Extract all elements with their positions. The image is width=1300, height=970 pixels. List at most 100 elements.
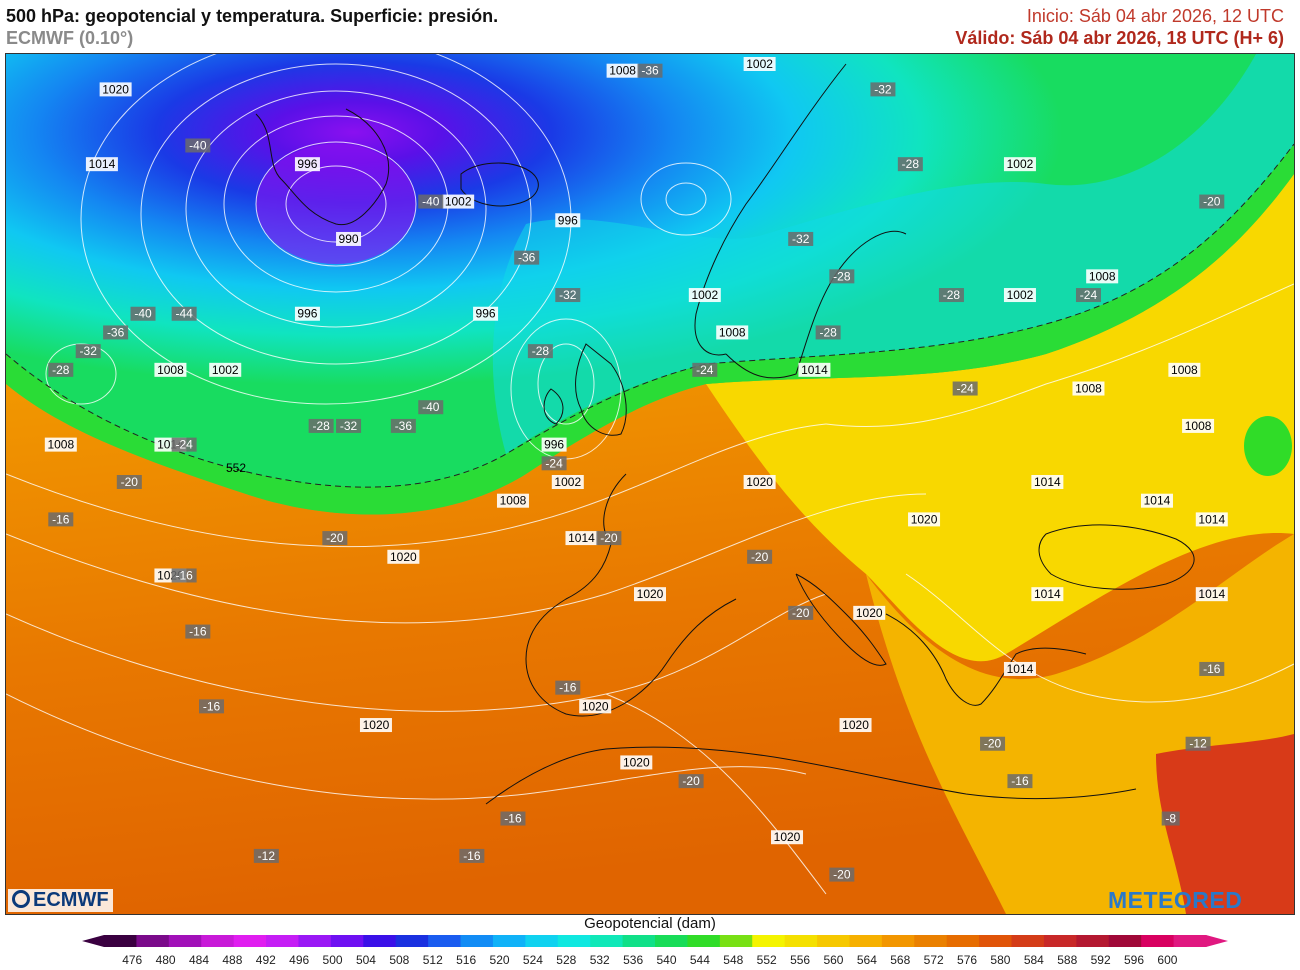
iceland-coast [460, 162, 539, 207]
pressure-label-box [541, 437, 567, 452]
temperature-label: -16 [459, 848, 485, 863]
temperature-label: -24 [541, 456, 567, 471]
temperature-label: -40 [185, 138, 211, 153]
temperature-label-box [116, 475, 142, 489]
temperature-label-box [171, 568, 197, 583]
pressure-label: 990 [336, 231, 362, 246]
temperature-label: -24 [171, 437, 197, 452]
temperature-label-text: -20 [751, 550, 769, 564]
pressure-label-text: 1020 [911, 512, 938, 526]
north-africa-coast [485, 746, 1137, 805]
pressure-label-text: 1014 [1198, 512, 1225, 526]
pressure-label-box [294, 306, 320, 321]
colorbar-tick-label: 476 [122, 953, 142, 967]
pressure-label: 1008 [154, 362, 187, 377]
temperature-label-text: -16 [189, 625, 207, 639]
colorbar-tick-label: 536 [623, 953, 643, 967]
colorbar-tick-label: 584 [1024, 953, 1044, 967]
pressure-label-text: 1020 [582, 699, 609, 713]
temperature-label-text: -32 [559, 288, 577, 302]
colorbar-tick-label: 564 [857, 953, 877, 967]
contour-552: 552 [6, 143, 1294, 488]
pressure-label: 1002 [1003, 157, 1036, 172]
colorbar-swatch [719, 935, 753, 947]
temperature-label: -16 [555, 680, 581, 695]
temperature-labels: -40-40-36-32-28-20-36-32-32-28-28 -24-28-… [48, 63, 1225, 882]
pressure-label: 1002 [209, 362, 242, 377]
cyan-belt [492, 54, 1294, 454]
pressure-label: 1020 [839, 718, 872, 733]
colorbar-tick-label: 520 [490, 953, 510, 967]
temperature-label: -28 [48, 362, 74, 377]
pressure-label-text: 1008 [1185, 419, 1212, 433]
black-sea-coast [1038, 524, 1195, 590]
colorbar-tick-label: 496 [289, 953, 309, 967]
weather-map[interactable]: 552 1020 1014 996 990 996 1002 1008 1014 1008 100… [5, 53, 1295, 915]
pressure-label: 1014 [85, 157, 118, 172]
colorbar-left-arrow [82, 935, 104, 947]
pressure-label-text: 1020 [102, 82, 129, 96]
temperature-label-box [870, 82, 896, 97]
temperature-label-text: -24 [1080, 288, 1098, 302]
temperature-label: -24 [1075, 288, 1101, 303]
colorbar-title: Geopotencial (dam) [584, 915, 716, 932]
colorbar-swatch [687, 935, 721, 947]
pressure-label-text: 1020 [390, 550, 417, 564]
pressure-label-text: 1008 [1075, 382, 1102, 396]
temperature-label-box [527, 344, 553, 359]
temperature-label-box [171, 306, 197, 321]
temperature-label-text: -20 [792, 606, 810, 620]
pressure-label-text: 1014 [801, 363, 828, 377]
pressure-label-box [634, 587, 666, 602]
pressure-label-box [1086, 269, 1119, 284]
temperature-label: -36 [390, 418, 416, 433]
temperature-label: -16 [1007, 774, 1033, 789]
pressure-label: 1020 [387, 549, 420, 564]
pressure-label-text: 1014 [568, 531, 595, 545]
temperature-label: -16 [171, 568, 197, 583]
temperature-label-text: -40 [189, 138, 207, 152]
colorbar-tick-label: 588 [1057, 953, 1077, 967]
temperature-label: -40 [418, 400, 444, 415]
pressure-label-box [1072, 381, 1105, 396]
pressure-label-box [771, 830, 804, 845]
temperature-label: -32 [870, 82, 896, 97]
pressure-label-box [908, 512, 941, 527]
pressure-label-text: 1020 [623, 755, 650, 769]
pressure-label-box [1195, 512, 1228, 527]
temperature-label-box [185, 624, 211, 639]
temperature-label-box [788, 605, 814, 620]
colorbar-swatch [266, 935, 299, 947]
norway-coast [694, 63, 847, 356]
pressure-label-box [688, 288, 721, 303]
temperature-label-box [75, 344, 101, 359]
pressure-label-text: 1014 [1034, 475, 1061, 489]
temperature-label: -32 [336, 418, 362, 433]
pressure-label-box [1003, 661, 1036, 676]
pressure-label-box [154, 362, 187, 377]
colorbar-swatch [622, 935, 656, 947]
pressure-label-text: 1020 [842, 718, 869, 732]
pressure-label-text: 1008 [47, 438, 74, 452]
temperature-label-box [596, 531, 622, 546]
colorbar-swatch [201, 935, 235, 947]
temperature-label-box [815, 325, 841, 340]
temperature-label-box [637, 63, 663, 78]
temperature-label: -36 [103, 325, 129, 340]
temperature-label-text: -32 [874, 82, 892, 96]
colorbar-swatch [363, 935, 397, 947]
pressure-label: 996 [541, 437, 567, 452]
temperature-label-box [1185, 736, 1211, 751]
italy-coast [795, 573, 887, 666]
colorbar-tick-label: 540 [656, 953, 676, 967]
temperature-label: -8 [1161, 811, 1180, 826]
pressure-label-box [1195, 587, 1228, 602]
colorbar-tick-label: 592 [1091, 953, 1111, 967]
temperature-label-text: -40 [422, 195, 440, 209]
pressure-label-text: 1014 [1034, 587, 1061, 601]
pressure-label: 1002 [743, 57, 776, 71]
pressure-label-text: 1020 [774, 830, 801, 844]
pressure-label-text: 996 [297, 307, 317, 321]
pressure-label: 1008 [1086, 269, 1119, 284]
temperature-label-box [1199, 194, 1225, 209]
